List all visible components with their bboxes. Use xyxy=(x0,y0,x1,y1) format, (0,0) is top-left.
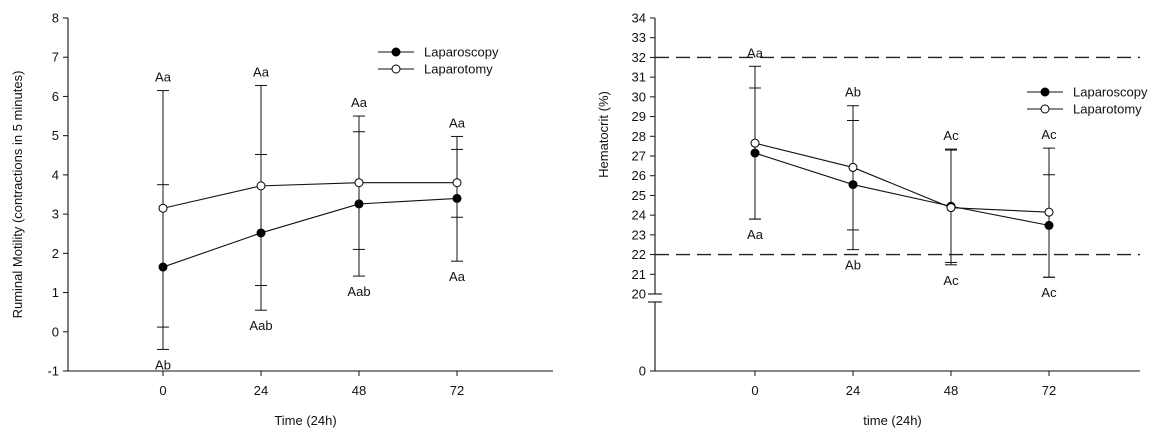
legend-marker xyxy=(391,47,401,57)
y-tick-label: -1 xyxy=(47,364,59,379)
y-tick-label: 32 xyxy=(632,50,646,65)
x-axis-title: time (24h) xyxy=(863,413,922,428)
series-laparotomy: Aa Ab Ac Ac xyxy=(747,45,1057,278)
series-laparoscopy: Aa Ab Ac Ac xyxy=(747,87,1057,300)
y-tick-label: 0 xyxy=(52,324,59,339)
series-line xyxy=(162,182,457,209)
y-axis-title: Hematocrit (%) xyxy=(596,91,611,178)
series-line xyxy=(754,142,1050,213)
significance-label: Ac xyxy=(1041,285,1057,300)
y-tick-label: 24 xyxy=(632,208,646,223)
y-tick-label: 26 xyxy=(632,168,646,183)
legend-marker xyxy=(391,64,401,74)
data-point xyxy=(946,203,956,213)
y-tick-label: 2 xyxy=(52,246,59,261)
significance-label: Aa xyxy=(747,45,764,60)
series-line xyxy=(162,197,458,268)
y-tick-label: 27 xyxy=(632,149,646,164)
y-tick-label: 22 xyxy=(632,247,646,262)
y-tick-label: 25 xyxy=(632,188,646,203)
y-tick-label: 23 xyxy=(632,227,646,242)
y-tick-label: 29 xyxy=(632,109,646,124)
legend-label: Laparoscopy xyxy=(1073,85,1148,100)
ruminal-motility-chart: -1 0 1 2 3 4 5 6 7 8 0 24 48 72 Time (24h) Ruminal Moti… xyxy=(10,11,553,428)
legend: Laparoscopy Laparotomy xyxy=(1027,85,1148,117)
data-point xyxy=(158,203,168,213)
y-tick-label: 6 xyxy=(52,89,59,104)
x-tick-label: 0 xyxy=(159,383,166,398)
series-line xyxy=(754,152,1050,226)
y-tick-label: 30 xyxy=(632,89,646,104)
significance-label: Aa xyxy=(747,227,764,242)
legend-label: Laparoscopy xyxy=(424,45,499,60)
data-point xyxy=(354,178,364,188)
significance-label: Aa xyxy=(351,95,368,110)
significance-label: Ac xyxy=(1041,127,1057,142)
data-point xyxy=(452,178,462,188)
significance-label: Ac xyxy=(943,273,959,288)
y-tick-label: 4 xyxy=(52,167,59,182)
y-tick-label: 28 xyxy=(632,129,646,144)
x-tick-label: 72 xyxy=(1042,383,1056,398)
y-tick-label: 0 xyxy=(639,364,646,379)
x-axis-title: Time (24h) xyxy=(274,413,336,428)
series-laparotomy: Aa Aa Aa Aa xyxy=(155,64,466,328)
significance-label: Aa xyxy=(155,70,172,85)
y-tick-label: 7 xyxy=(52,50,59,65)
x-tick-label: 48 xyxy=(944,383,958,398)
significance-label: Ab xyxy=(155,357,171,372)
significance-label: Ab xyxy=(845,85,861,100)
x-tick-label: 0 xyxy=(751,383,758,398)
significance-label: Aa xyxy=(449,115,466,130)
data-point xyxy=(1044,207,1054,217)
data-point xyxy=(848,162,858,172)
x-tick-label: 24 xyxy=(846,383,860,398)
x-tick-label: 48 xyxy=(352,383,366,398)
data-point xyxy=(256,181,266,191)
y-tick-label: 3 xyxy=(52,207,59,222)
significance-label: Aab xyxy=(347,284,370,299)
y-axis-title: Ruminal Motility (contractions in 5 minu… xyxy=(10,71,25,319)
legend: Laparoscopy Laparotomy xyxy=(378,45,499,77)
y-tick-label: 1 xyxy=(52,285,59,300)
y-tick-label: 21 xyxy=(632,267,646,282)
y-tick-label: 31 xyxy=(632,70,646,85)
legend-marker xyxy=(1040,104,1050,114)
significance-label: Ab xyxy=(845,258,861,273)
series-laparoscopy: Ab Aab Aab Aa xyxy=(155,131,466,372)
x-tick-label: 72 xyxy=(450,383,464,398)
significance-label: Ac xyxy=(943,128,959,143)
y-tick-label: 5 xyxy=(52,128,59,143)
hematocrit-chart: 0 20 21 22 23 24 25 26 27 28 29 30 31 32 33 34 0 24 48 72 ti… xyxy=(596,11,1148,429)
significance-label: Aa xyxy=(253,64,270,79)
y-tick-label: 8 xyxy=(52,11,59,26)
x-tick-label: 24 xyxy=(254,383,268,398)
legend-label: Laparotomy xyxy=(1073,102,1142,117)
legend-marker xyxy=(1040,87,1050,97)
legend-label: Laparotomy xyxy=(424,62,493,77)
significance-label: Aa xyxy=(449,269,466,284)
y-tick-label: 20 xyxy=(632,287,646,302)
data-point xyxy=(750,138,760,148)
significance-label: Aab xyxy=(249,318,272,333)
y-tick-label: 33 xyxy=(632,30,646,45)
y-tick-label: 34 xyxy=(632,11,646,26)
